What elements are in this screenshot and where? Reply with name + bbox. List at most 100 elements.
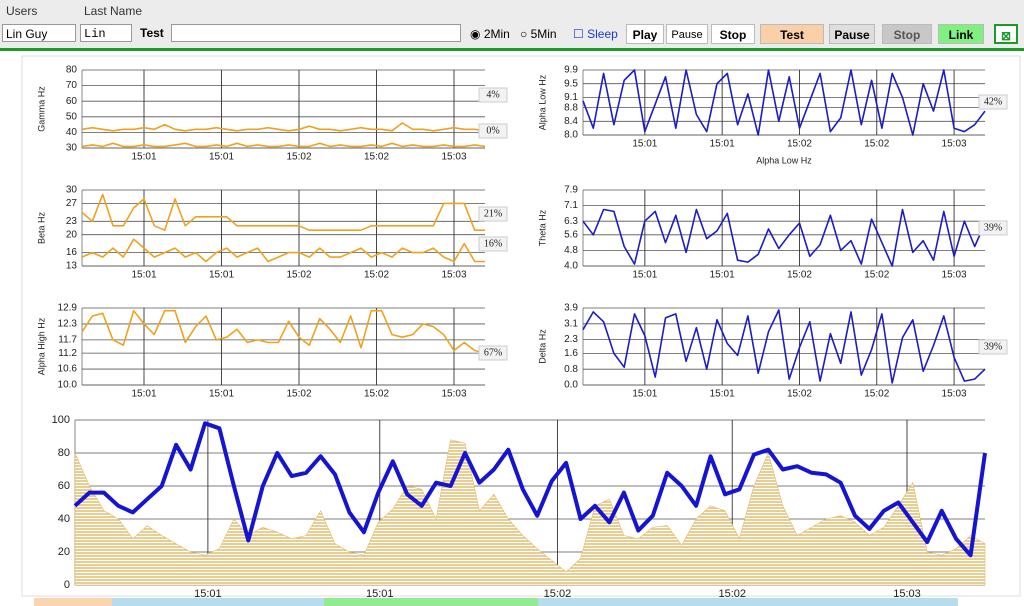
test-button[interactable]: Test xyxy=(760,24,824,44)
percent-box xyxy=(478,87,508,103)
percent-label: 39% xyxy=(984,222,1002,233)
x-axis-title: Alpha Low Hz xyxy=(756,155,812,165)
y-tick-label: 27 xyxy=(66,198,78,209)
y-tick-label: 0.8 xyxy=(564,364,578,375)
y-tick-label: 3.9 xyxy=(564,303,578,314)
percent-label: 67% xyxy=(484,347,502,358)
y-tick-label: 40 xyxy=(66,127,78,138)
lastname-label: Last Name xyxy=(84,4,143,18)
stop-button[interactable]: Stop xyxy=(711,24,755,44)
radio-5min[interactable]: ○ 5Min xyxy=(520,27,557,41)
user-select[interactable]: Lin Guy xyxy=(2,24,76,42)
y-tick-label: 23 xyxy=(66,216,78,227)
y-tick-label: 6.3 xyxy=(564,216,578,227)
percent-label: 16% xyxy=(484,238,502,249)
charts: 30 40 50 60 70 80 15:01 15:01 15:02 15:02 15:03 Gam… xyxy=(21,55,1021,606)
sleep-check[interactable]: ☐ Sleep xyxy=(573,27,618,41)
y-tick-label: 12.9 xyxy=(58,303,78,314)
stop2-button[interactable]: Stop xyxy=(882,24,932,44)
percent-label: 39% xyxy=(984,341,1002,352)
pause2-button[interactable]: Pause xyxy=(829,24,875,44)
y-tick-label: 5.6 xyxy=(564,229,578,240)
x-tick-label: 15:01 xyxy=(131,152,156,163)
x-tick-label: 15:01 xyxy=(710,389,735,400)
y-tick-label: 20 xyxy=(58,546,70,558)
y-tick-label: 12.3 xyxy=(58,319,78,330)
y-tick-label: 4.0 xyxy=(564,261,578,272)
y-axis-title: Alpha Low Hz xyxy=(537,74,547,130)
y-tick-label: 10.0 xyxy=(58,380,78,391)
percent-box xyxy=(978,94,1008,110)
area xyxy=(74,439,986,586)
y-tick-label: 1.6 xyxy=(564,348,578,359)
y-tick-label: 11.7 xyxy=(58,335,77,346)
radio-5min-text: 5Min xyxy=(530,27,557,41)
toolbar: Users Last Name Lin Guy Lin Test ◉ 2Min … xyxy=(0,0,1024,51)
y-axis-title: Theta Hz xyxy=(537,209,547,246)
x-tick-label: 15:01 xyxy=(632,389,657,400)
users-label: Users xyxy=(6,4,38,18)
play-button[interactable]: Play xyxy=(626,24,664,44)
radio-2min[interactable]: ◉ 2Min xyxy=(470,27,510,41)
percent-box xyxy=(478,345,508,361)
x-tick-label: 15:03 xyxy=(942,270,967,281)
y-tick-label: 80 xyxy=(66,65,78,76)
y-tick-label: 20 xyxy=(66,229,78,240)
line xyxy=(81,309,486,354)
percent-box xyxy=(478,236,508,252)
strip xyxy=(34,598,112,606)
x-tick-label: 15:01 xyxy=(632,139,657,150)
y-tick-label: 30 xyxy=(66,143,78,154)
x-tick-label: 15:02 xyxy=(718,588,746,600)
x-tick-label: 15:01 xyxy=(209,152,234,163)
y-tick-label: 10.6 xyxy=(58,364,78,375)
y-tick-label: 9.5 xyxy=(564,78,578,89)
line xyxy=(582,309,986,384)
lastname-select[interactable]: Lin xyxy=(80,24,132,42)
y-tick-label: 100 xyxy=(52,414,70,426)
y-tick-label: 70 xyxy=(66,80,78,91)
x-tick-label: 15:01 xyxy=(366,588,394,600)
percent-label: 21% xyxy=(484,208,502,219)
x-tick-label: 15:03 xyxy=(441,152,466,163)
x-tick-label: 15:03 xyxy=(441,389,466,400)
x-tick-label: 15:02 xyxy=(286,270,311,281)
y-tick-label: 2.3 xyxy=(564,334,578,345)
y-tick-label: 8.0 xyxy=(564,130,578,141)
percent-label: 0% xyxy=(486,125,499,136)
percent-box xyxy=(978,220,1008,236)
x-tick-label: 15:02 xyxy=(864,270,889,281)
y-tick-label: 0.0 xyxy=(564,380,578,391)
pause-button[interactable]: Pause xyxy=(666,24,708,44)
x-tick-label: 15:01 xyxy=(710,139,735,150)
y-tick-label: 7.1 xyxy=(564,200,578,211)
y-axis-title: Delta Hz xyxy=(537,329,547,364)
percent-box xyxy=(478,206,508,222)
strip xyxy=(538,598,958,606)
y-axis-title: Beta Hz xyxy=(36,211,46,244)
percent-label: 4% xyxy=(486,89,499,100)
session-select[interactable] xyxy=(171,24,461,42)
exit-button[interactable]: ⊠ xyxy=(994,24,1018,44)
y-tick-label: 13 xyxy=(66,261,78,272)
x-tick-label: 15:02 xyxy=(364,389,389,400)
line xyxy=(73,421,987,558)
y-tick-label: 9.1 xyxy=(564,92,578,103)
x-tick-label: 15:02 xyxy=(787,389,812,400)
x-tick-label: 15:02 xyxy=(286,152,311,163)
x-tick-label: 15:01 xyxy=(194,588,222,600)
y-tick-label: 4.8 xyxy=(564,245,578,256)
y-axis-title: Gamma Hz xyxy=(36,86,46,132)
y-axis-title: Alpha High Hz xyxy=(36,317,46,375)
y-tick-label: 50 xyxy=(66,111,78,122)
x-tick-label: 15:01 xyxy=(131,270,156,281)
x-tick-label: 15:02 xyxy=(544,588,572,600)
x-tick-label: 15:02 xyxy=(864,139,889,150)
session-label: Test xyxy=(140,26,164,40)
link-button[interactable]: Link xyxy=(938,24,984,44)
x-tick-label: 15:03 xyxy=(942,139,967,150)
line xyxy=(81,142,486,148)
percent-box xyxy=(478,123,508,139)
y-tick-label: 8.4 xyxy=(564,116,578,127)
